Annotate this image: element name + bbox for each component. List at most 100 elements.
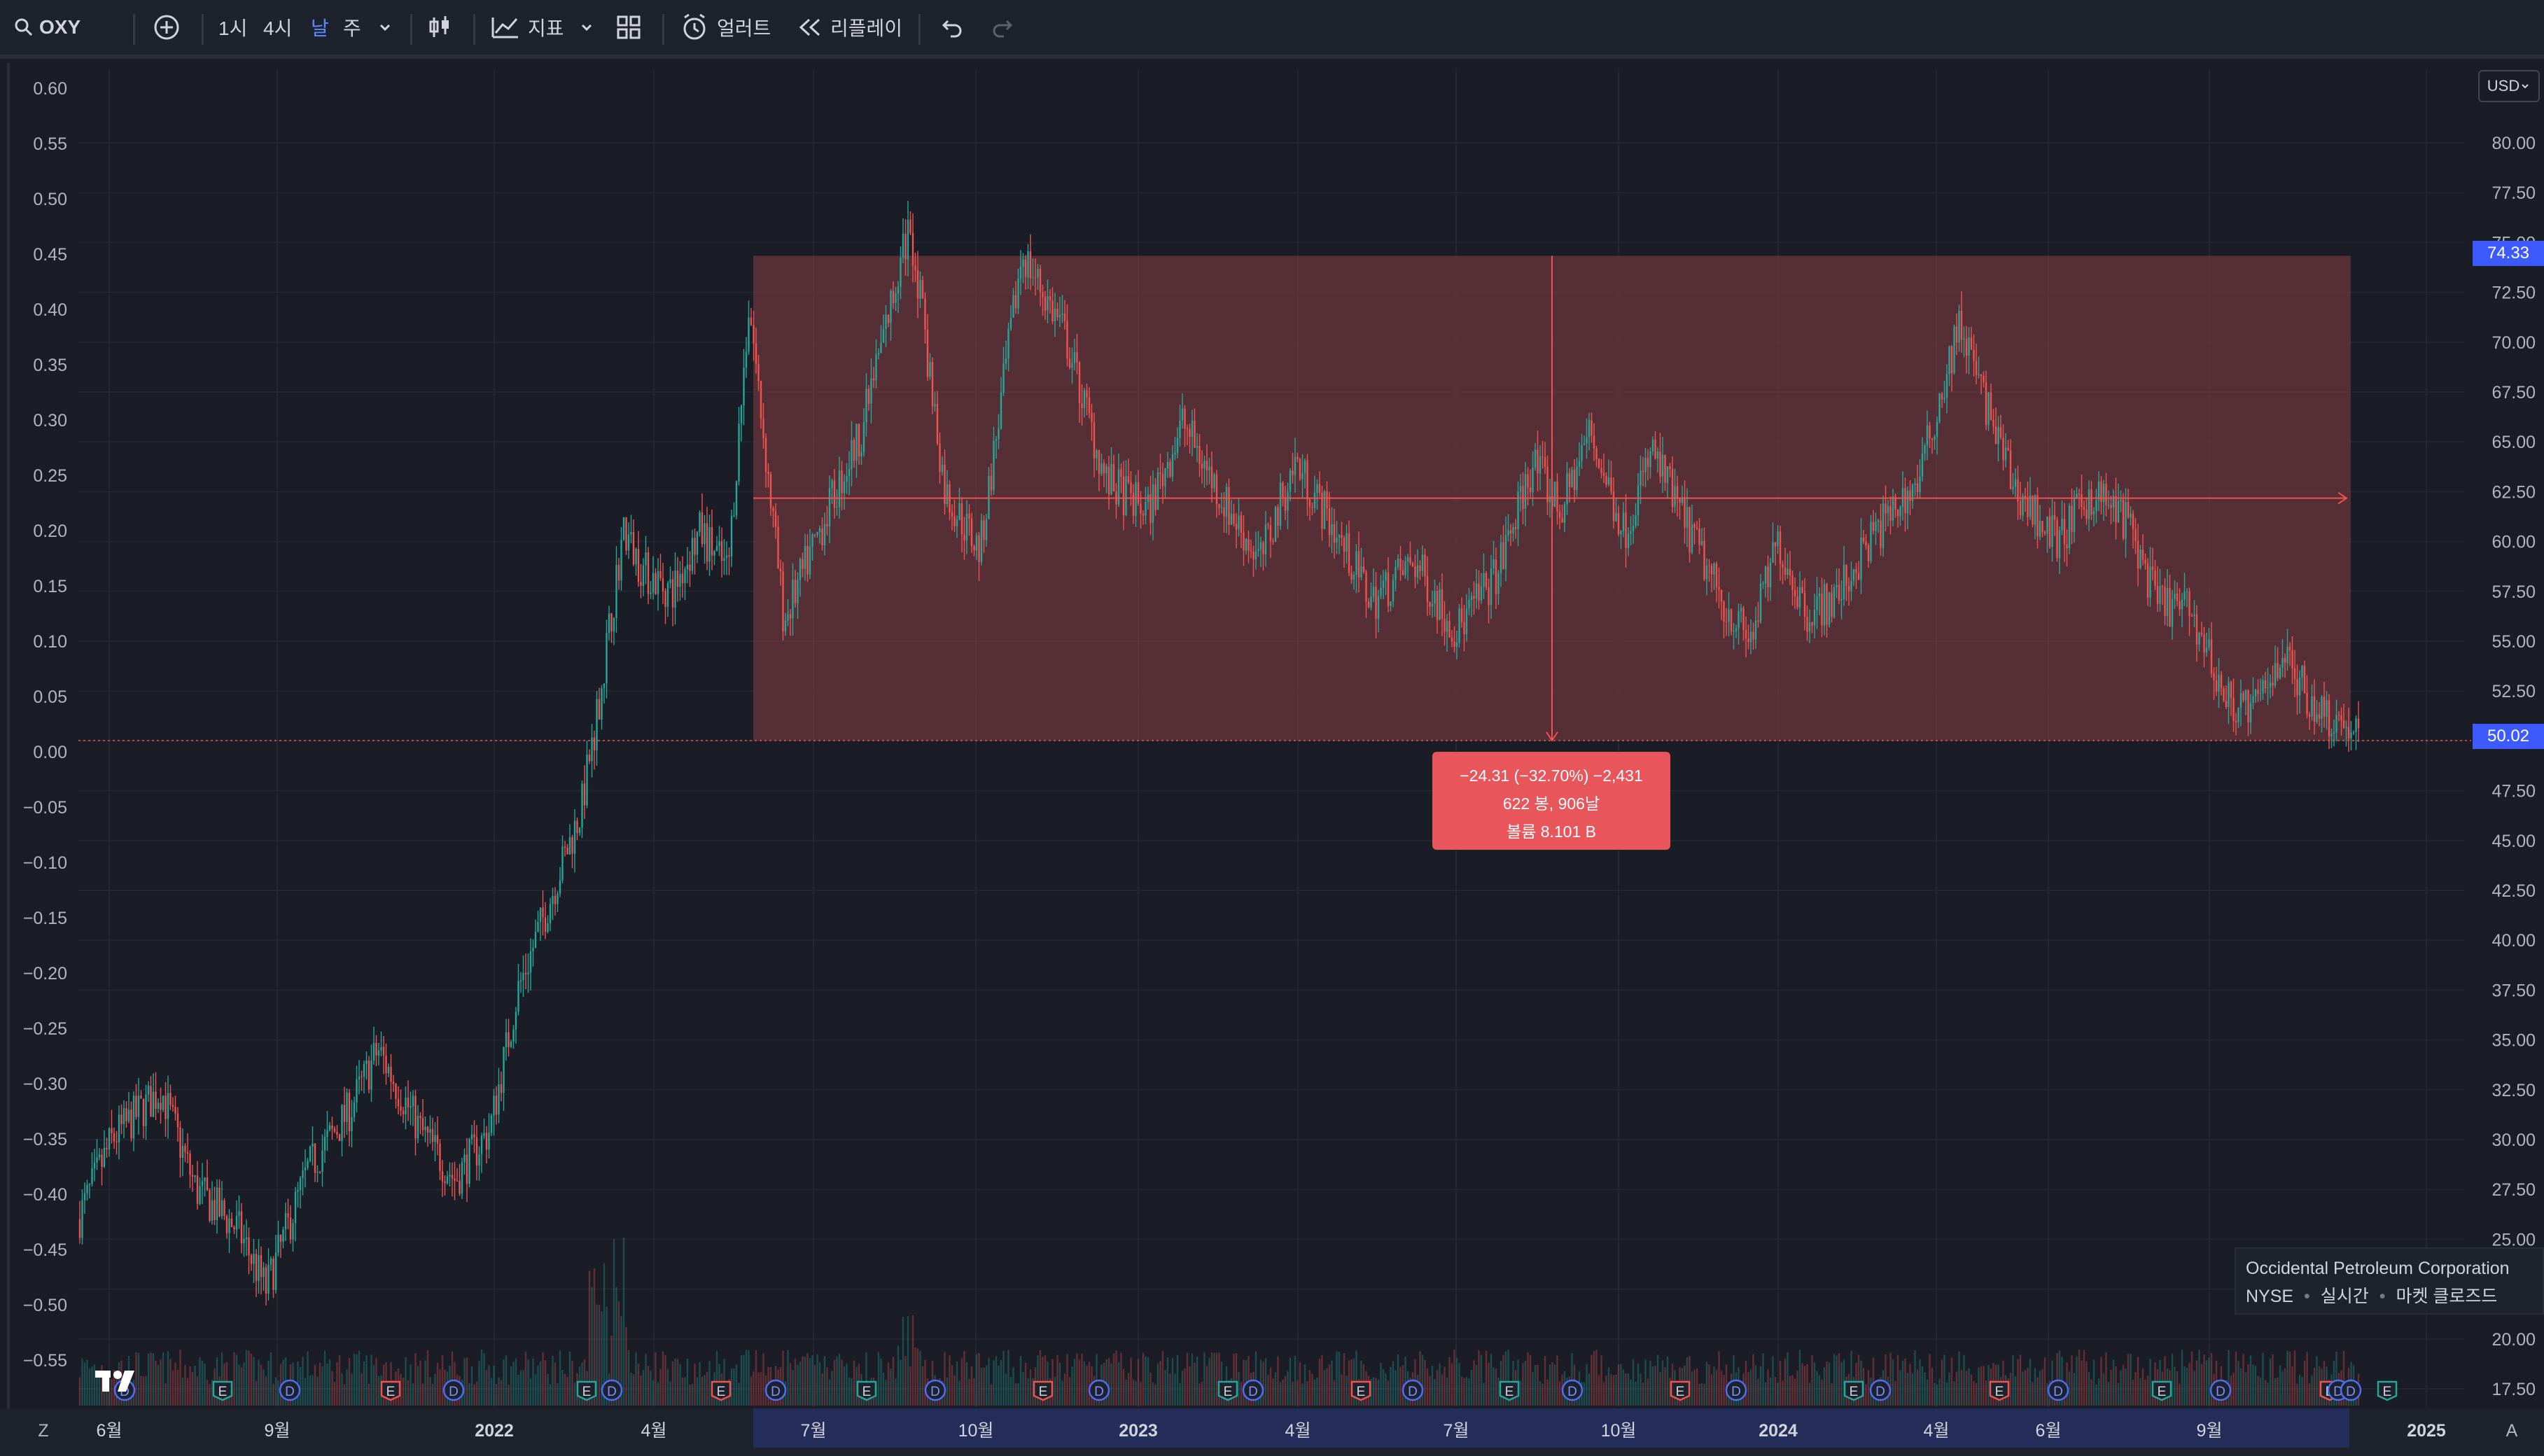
percent-tick-label: −0.25: [23, 1019, 67, 1039]
dividend-marker[interactable]: D: [2340, 1379, 2362, 1401]
dividend-marker[interactable]: D: [1725, 1379, 1747, 1401]
volume-bar: [2090, 1379, 2092, 1406]
dividend-marker[interactable]: D: [279, 1379, 301, 1401]
dividend-marker[interactable]: D: [1242, 1379, 1264, 1401]
interval-day[interactable]: 날: [311, 18, 329, 39]
percent-tick-label: 0.45: [33, 245, 67, 265]
earnings-marker[interactable]: E: [2151, 1380, 2172, 1401]
volume-bar: [2027, 1368, 2029, 1406]
earnings-marker[interactable]: E: [1499, 1380, 1520, 1401]
interval-week[interactable]: 주: [343, 18, 361, 39]
volume-bar: [1213, 1352, 1215, 1406]
volume-bar: [1973, 1380, 1975, 1406]
alert-button[interactable]: 얼러트: [679, 10, 771, 45]
candle-body: [740, 405, 743, 424]
earnings-marker[interactable]: E: [1350, 1380, 1371, 1401]
earnings-marker[interactable]: E: [711, 1380, 732, 1401]
dividend-marker[interactable]: D: [764, 1379, 787, 1401]
earnings-marker[interactable]: E: [1843, 1380, 1864, 1401]
volume-bar: [877, 1352, 880, 1406]
candle-body: [885, 314, 887, 329]
volume-bar: [1831, 1383, 1833, 1406]
dividend-marker[interactable]: D: [601, 1379, 623, 1401]
candle-body: [2166, 588, 2169, 616]
candle-body: [632, 532, 635, 565]
indicators-dropdown[interactable]: [578, 10, 595, 45]
candle-body: [1247, 538, 1250, 551]
replay-button[interactable]: 리플레이: [797, 10, 902, 45]
dividend-marker[interactable]: D: [2209, 1379, 2232, 1401]
volume-bar: [1617, 1364, 1620, 1406]
volume-bar: [1444, 1366, 1446, 1406]
candle-body: [1161, 474, 1164, 486]
dividend-marker[interactable]: D: [1561, 1379, 1584, 1401]
candle-body: [1965, 338, 1968, 356]
candle-body: [380, 1046, 382, 1051]
volume-bar: [1493, 1367, 1495, 1406]
dividend-marker[interactable]: D: [1402, 1379, 1424, 1401]
volume-bar: [2269, 1358, 2272, 1406]
candle-body: [2090, 489, 2092, 515]
candle-body: [1137, 482, 1140, 504]
currency-dropdown[interactable]: USD: [2478, 70, 2540, 102]
redo-button[interactable]: [991, 10, 1016, 45]
layout-button[interactable]: [615, 10, 643, 45]
dividend-marker[interactable]: D: [1088, 1379, 1110, 1401]
symbol-search[interactable]: OXY: [14, 10, 81, 45]
volume-bar: [498, 1377, 500, 1406]
price-tick-label: 77.50: [2491, 183, 2536, 203]
volume-bar: [2308, 1383, 2311, 1406]
candle-body: [1970, 337, 1973, 350]
auto-scale-toggle[interactable]: A: [2506, 1421, 2518, 1441]
earnings-marker[interactable]: E: [212, 1380, 233, 1401]
candle-body: [1934, 437, 1936, 440]
earnings-marker[interactable]: E: [576, 1380, 597, 1401]
candle-body: [2156, 585, 2159, 604]
earnings-marker[interactable]: E: [380, 1380, 401, 1401]
candle-body: [400, 1106, 402, 1111]
timezone-toggle[interactable]: Z: [38, 1421, 48, 1441]
earnings-marker[interactable]: E: [1989, 1380, 2010, 1401]
candle-body: [424, 1126, 426, 1130]
volume-bar: [1754, 1365, 1757, 1406]
interval-1h[interactable]: 1시: [218, 18, 248, 39]
candle-body: [870, 378, 872, 404]
undo-button[interactable]: [938, 10, 963, 45]
interval-dropdown[interactable]: [377, 10, 393, 45]
candle-body: [1906, 490, 1909, 514]
volume-bar: [2149, 1358, 2151, 1406]
indicators-button[interactable]: 지표: [490, 10, 564, 45]
interval-4h[interactable]: 4시: [263, 18, 293, 39]
volume-bar: [1058, 1362, 1061, 1406]
volume-bar: [2296, 1383, 2298, 1406]
candle-body: [493, 1096, 495, 1116]
dividend-marker[interactable]: D: [924, 1379, 946, 1401]
candle-body: [1867, 545, 1870, 561]
dividend-marker[interactable]: D: [2047, 1379, 2069, 1401]
candle-body: [341, 1105, 343, 1142]
candle-body: [414, 1096, 417, 1139]
candle-body: [1887, 505, 1889, 514]
earnings-marker[interactable]: E: [856, 1380, 877, 1401]
volume-bar: [1473, 1360, 1475, 1406]
dividend-marker[interactable]: D: [1869, 1379, 1892, 1401]
dividend-marker[interactable]: D: [442, 1379, 465, 1401]
volume-bar: [341, 1373, 343, 1406]
candle-body: [1174, 452, 1176, 455]
candle-body: [172, 1105, 174, 1107]
price-tick-label: 32.50: [2491, 1081, 2536, 1100]
chart-type-button[interactable]: [426, 10, 454, 45]
chevron-down-icon: [379, 24, 391, 31]
earnings-marker[interactable]: E: [1670, 1380, 1691, 1401]
earnings-marker[interactable]: E: [1033, 1380, 1054, 1401]
volume-bar: [2293, 1350, 2296, 1406]
compare-add-button[interactable]: [153, 10, 181, 45]
earnings-marker[interactable]: E: [2377, 1380, 2398, 1401]
candle-body: [571, 836, 573, 854]
candle-body: [2281, 658, 2284, 668]
candle-body: [255, 1254, 258, 1282]
earnings-marker[interactable]: E: [1217, 1380, 1238, 1401]
percent-tick-label: −0.10: [23, 853, 67, 873]
candle-body: [547, 923, 549, 932]
